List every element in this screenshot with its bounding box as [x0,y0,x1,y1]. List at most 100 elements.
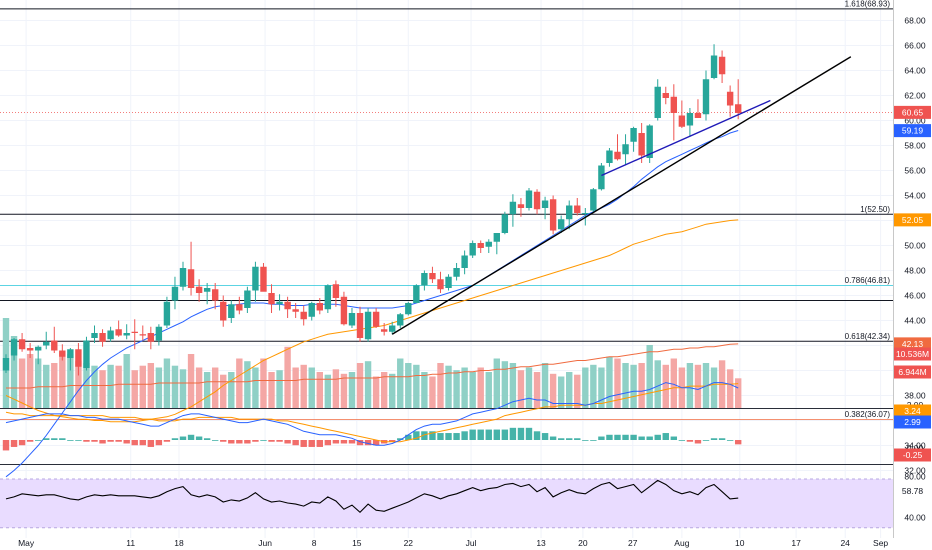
volume-bar [541,363,549,408]
price-tick: 64.00 [904,66,926,76]
candle-body [734,104,742,113]
trendline-black [391,56,852,335]
volume-bar [702,363,710,408]
macd-histogram-bar [356,440,364,446]
macd-histogram-bar [268,440,275,442]
candle-body [99,333,106,342]
volume-bar [413,364,420,408]
candle-body [18,339,26,350]
macd-histogram-bar [308,440,315,447]
volume-bar [75,361,82,408]
macd-histogram-bar [413,431,420,440]
volume-bar [115,365,122,408]
candle-body [203,288,211,292]
macd-histogram-bar [67,440,74,441]
price-tag-bg [894,105,931,119]
macd-histogram-bar [59,438,66,440]
date-tick: 22 [404,538,414,548]
macd-histogram-bar [364,440,372,446]
macd-histogram-bar [91,440,98,442]
candle-body [525,190,533,208]
macd-histogram-bar [163,440,171,442]
candle-body [123,333,130,336]
trendlines[interactable] [391,56,852,335]
candle-body [372,311,380,327]
candlestick-series [2,44,742,376]
macd-histogram-bar [187,434,195,440]
volume-bar [284,346,291,408]
macd-histogram-bar [421,431,428,440]
candle-body [662,93,669,98]
volume-bar [308,367,315,408]
macd-histogram-bar [622,434,629,440]
candle-body [477,243,484,248]
macd-histogram-bar [300,440,307,447]
volume-bar [517,370,525,408]
macd-histogram-bar [606,434,613,440]
candle-body [244,290,251,308]
volume-bar [445,365,452,408]
candle-body [107,330,114,340]
volume-bar [405,363,412,408]
price-tag-bg [894,347,931,361]
volume-bar [654,360,661,408]
volume-bar [268,372,275,408]
macd-tag: -0.25 [903,450,923,460]
candle-body [622,144,629,155]
volume-bar [662,364,669,408]
macd-histogram-bar [179,436,187,440]
macd-histogram-bar [533,431,541,440]
macd-histogram-bar [292,440,299,446]
date-tick: Sep [873,538,888,548]
volume-bar [461,367,468,408]
candle-body [501,214,509,233]
candle-body [211,289,219,301]
candle-body [228,304,235,318]
price-tick: 46.00 [904,291,926,301]
candle-body [356,313,364,338]
volume-bar [244,361,251,408]
candle-body [710,55,718,78]
candle-body [541,200,549,208]
rsi-tag: 58.78 [902,486,924,496]
macd-tag-bg [894,448,931,462]
price-tag: 10.536M [896,349,929,359]
volume-bar [726,369,734,408]
candle-body [533,191,541,210]
macd-tag-bg [894,415,931,429]
candle-body [646,125,653,158]
candle-body [389,325,396,332]
candle-body [582,213,589,214]
reference-lines: 1.618(68.93) 1(52.50) 0.786(46.81) 0.618(42… [0,0,893,421]
price-tick: 44.00 [904,316,926,326]
price-tag-bg [894,213,931,227]
fib-level-label: 1.618(68.93) [845,0,891,8]
macd-histogram-bar [372,440,380,446]
macd-histogram-bar [389,440,396,442]
candle-body [276,301,283,305]
candle-body [638,133,645,156]
candle-body [686,113,694,126]
volume-bar [734,378,742,408]
candle-body [67,349,74,358]
macd-histogram-bar [686,440,694,442]
sma200-line [6,343,739,389]
macd-histogram-bar [517,427,525,440]
candle-body [348,313,356,326]
volume-bar [574,374,581,408]
candle-body [654,86,661,118]
volume-bar [533,372,541,408]
volume-bar [187,354,195,408]
volume-bar [59,352,66,408]
volume-bar [332,369,340,408]
volume-bar [252,367,259,408]
volume-bar [123,354,130,408]
candle-body [139,334,146,336]
price-tag: 52.05 [902,215,924,225]
volume-bar [429,376,436,408]
price-tick: 60.00 [904,116,926,126]
macd-histogram-bar [670,436,678,440]
macd-histogram-bar [155,440,163,446]
rsi-tick: 80.00 [904,471,926,481]
